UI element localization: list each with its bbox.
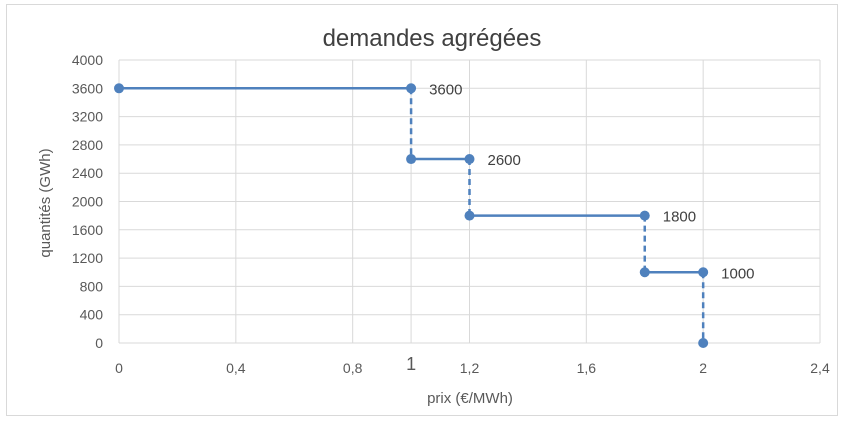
data-point [406, 83, 417, 94]
x-axis-ticks: 0 0,4 0,8 1 1,2 1,6 2 2,4 [115, 354, 830, 376]
chart-title: demandes agrégées [323, 25, 542, 52]
y-tick-label: 800 [80, 278, 104, 294]
data-point [464, 154, 475, 165]
data-point [698, 338, 709, 348]
data-label: 1800 [663, 209, 696, 226]
data-point [698, 267, 709, 278]
data-point [639, 267, 650, 278]
data-label: 2600 [488, 152, 521, 169]
y-tick-label: 3600 [72, 80, 103, 96]
y-tick-label: 0 [95, 335, 103, 351]
series-markers [114, 83, 709, 348]
data-point [406, 154, 417, 165]
y-tick-label: 2800 [72, 137, 103, 153]
x-axis-title: prix (€/MWh) [427, 390, 513, 407]
x-tick-label: 1 [406, 354, 416, 374]
y-tick-label: 2400 [72, 165, 103, 181]
x-tick-label: 0,4 [226, 360, 246, 376]
data-label: 3600 [429, 81, 462, 98]
y-tick-label: 4000 [72, 52, 103, 68]
y-tick-label: 2000 [72, 194, 103, 210]
y-axis-title: quantités (GWh) [37, 148, 54, 257]
data-labels: 3600 2600 1800 1000 [429, 81, 754, 282]
series-segments [119, 87, 705, 343]
y-tick-label: 1600 [72, 222, 103, 238]
y-tick-label: 3200 [72, 109, 103, 125]
y-tick-label: 400 [80, 307, 104, 323]
y-tick-label: 1200 [72, 250, 103, 266]
data-label: 1000 [721, 265, 754, 282]
x-tick-label: 0 [115, 360, 123, 376]
x-tick-label: 0,8 [343, 360, 363, 376]
x-tick-label: 2,4 [810, 360, 830, 376]
x-tick-label: 2 [699, 360, 707, 376]
y-axis-ticks: 0 400 800 1200 1600 2000 2400 2800 3200 3600 4000 [72, 52, 103, 351]
x-tick-label: 1,6 [577, 360, 597, 376]
data-point [639, 210, 650, 221]
chart-frame [6, 4, 838, 416]
data-point [464, 210, 475, 221]
data-point [114, 83, 124, 94]
x-tick-label: 1,2 [460, 360, 480, 376]
